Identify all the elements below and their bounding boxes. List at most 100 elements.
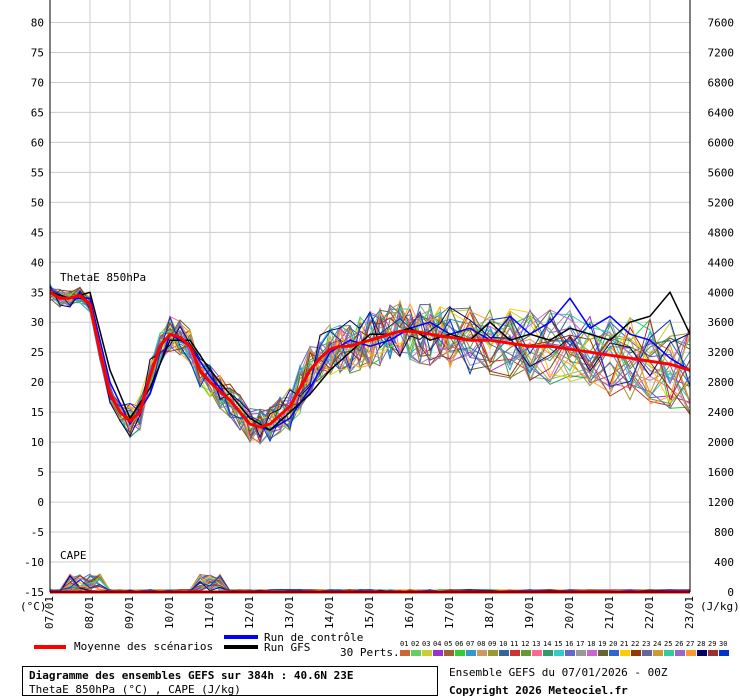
perturbation-swatch (455, 650, 465, 656)
perturbation-swatch (686, 650, 696, 656)
right-axis-unit: (J/kg) (700, 600, 740, 613)
perturbation-swatch (587, 650, 597, 656)
right-tick-label: 2400 (708, 406, 735, 419)
x-tick-label: 07/01 (43, 596, 56, 629)
perturbation-id-label: 09 (488, 640, 496, 648)
perturbation-id-label: 04 (433, 640, 441, 648)
perturbation-id-label: 23 (642, 640, 650, 648)
perturbation-id-label: 06 (455, 640, 463, 648)
left-axis-unit: (°C) (20, 600, 47, 613)
left-tick-label: 75 (31, 46, 44, 59)
perturbation-id-label: 18 (587, 640, 595, 648)
right-tick-label: 2000 (708, 436, 735, 449)
x-tick-label: 18/01 (483, 596, 496, 629)
perturbation-swatch (433, 650, 443, 656)
footer-title-line2: ThetaE 850hPa (°C) , CAPE (J/kg) (29, 683, 241, 696)
perturbation-id-label: 24 (653, 640, 661, 648)
perturbation-id-label: 21 (620, 640, 628, 648)
footer-run-info: Ensemble GEFS du 07/01/2026 - 00Z (449, 666, 668, 679)
right-tick-label: 800 (714, 526, 734, 539)
x-tick-label: 22/01 (643, 596, 656, 629)
right-tick-label: 6000 (708, 136, 735, 149)
perturbation-swatch (488, 650, 498, 656)
x-tick-label: 08/01 (83, 596, 96, 629)
left-tick-label: 35 (31, 286, 44, 299)
perturbation-swatch (719, 650, 729, 656)
perturbation-swatch (510, 650, 520, 656)
perturbation-id-label: 17 (576, 640, 584, 648)
left-tick-label: 5 (37, 466, 44, 479)
x-tick-label: 09/01 (123, 596, 136, 629)
x-tick-label: 20/01 (563, 596, 576, 629)
left-tick-label: 25 (31, 346, 44, 359)
perturbation-swatch (521, 650, 531, 656)
x-tick-label: 16/01 (403, 596, 416, 629)
perturbation-swatch (477, 650, 487, 656)
perturbations-label: 30 Perts. (340, 646, 400, 659)
perturbation-swatch (422, 650, 432, 656)
perturbation-swatches: 01 02 03 04 05 06 07 08 09 10 11 12 13 14 15 16 17 18 19 20… (34, 635, 729, 656)
left-tick-label: 70 (31, 76, 44, 89)
x-tick-label: 14/01 (323, 596, 336, 629)
right-tick-label: 4000 (708, 286, 735, 299)
left-tick-label: 0 (37, 496, 44, 509)
right-tick-label: 1200 (708, 496, 735, 509)
footer-title-box: Diagramme des ensembles GEFS sur 384h : … (22, 666, 438, 696)
perturbation-id-label: 08 (477, 640, 485, 648)
left-tick-label: 50 (31, 196, 44, 209)
left-tick-label: 20 (31, 376, 44, 389)
thetae-panel-label: ThetaE 850hPa (60, 271, 147, 284)
mean-series-line (49, 291, 691, 429)
perturbation-id-label: 27 (686, 640, 694, 648)
perturbation-swatch (642, 650, 652, 656)
perturbation-swatch (653, 650, 663, 656)
legend-control-label: Run de contrôle (264, 631, 364, 644)
perturbation-swatch (620, 650, 630, 656)
perturbation-id-label: 22 (631, 640, 639, 648)
perturbation-swatch (631, 650, 641, 656)
right-tick-label: 4800 (708, 226, 735, 239)
x-tick-label: 10/01 (163, 596, 176, 629)
x-tick-label: 21/01 (603, 596, 616, 629)
right-tick-label: 5600 (708, 166, 735, 179)
perturbation-id-label: 03 (422, 640, 430, 648)
perturbation-swatch (543, 650, 553, 656)
right-tick-label: 5200 (708, 196, 735, 209)
perturbation-id-label: 26 (675, 640, 683, 648)
right-tick-label: 6800 (708, 76, 735, 89)
left-tick-label: 10 (31, 436, 44, 449)
x-tick-label: 23/01 (683, 596, 696, 629)
right-tick-label: 6400 (708, 106, 735, 119)
left-tick-label: 55 (31, 166, 44, 179)
perturbation-id-label: 05 (444, 640, 452, 648)
x-tick-label: 11/01 (203, 596, 216, 629)
left-tick-label: 15 (31, 406, 44, 419)
perturbation-line (49, 285, 691, 439)
perturbation-swatch (411, 650, 421, 656)
perturbation-id-label: 20 (609, 640, 617, 648)
perturbation-id-label: 10 (499, 640, 507, 648)
right-tick-label: 400 (714, 556, 734, 569)
cape-panel-label: CAPE (60, 549, 87, 562)
perturbation-line (49, 286, 691, 444)
perturbation-swatch (400, 650, 410, 656)
x-tick-label: 15/01 (363, 596, 376, 629)
perturbation-swatch (444, 650, 454, 656)
perturbation-id-label: 28 (697, 640, 705, 648)
left-tick-label: 60 (31, 136, 44, 149)
perturbation-id-label: 30 (719, 640, 727, 648)
perturbation-swatch (532, 650, 542, 656)
perturbation-id-label: 19 (598, 640, 606, 648)
left-tick-label: 30 (31, 316, 44, 329)
right-tick-label: 7600 (708, 17, 735, 30)
right-tick-label: 7200 (708, 46, 735, 59)
legend-mean-label: Moyenne des scénarios (74, 640, 214, 653)
perturbation-id-label: 16 (565, 640, 573, 648)
perturbation-id-label: 15 (554, 640, 562, 648)
left-tick-label: 45 (31, 226, 44, 239)
x-tick-label: 12/01 (243, 596, 256, 629)
perturbation-swatch (576, 650, 586, 656)
right-tick-label: 3200 (708, 346, 735, 359)
